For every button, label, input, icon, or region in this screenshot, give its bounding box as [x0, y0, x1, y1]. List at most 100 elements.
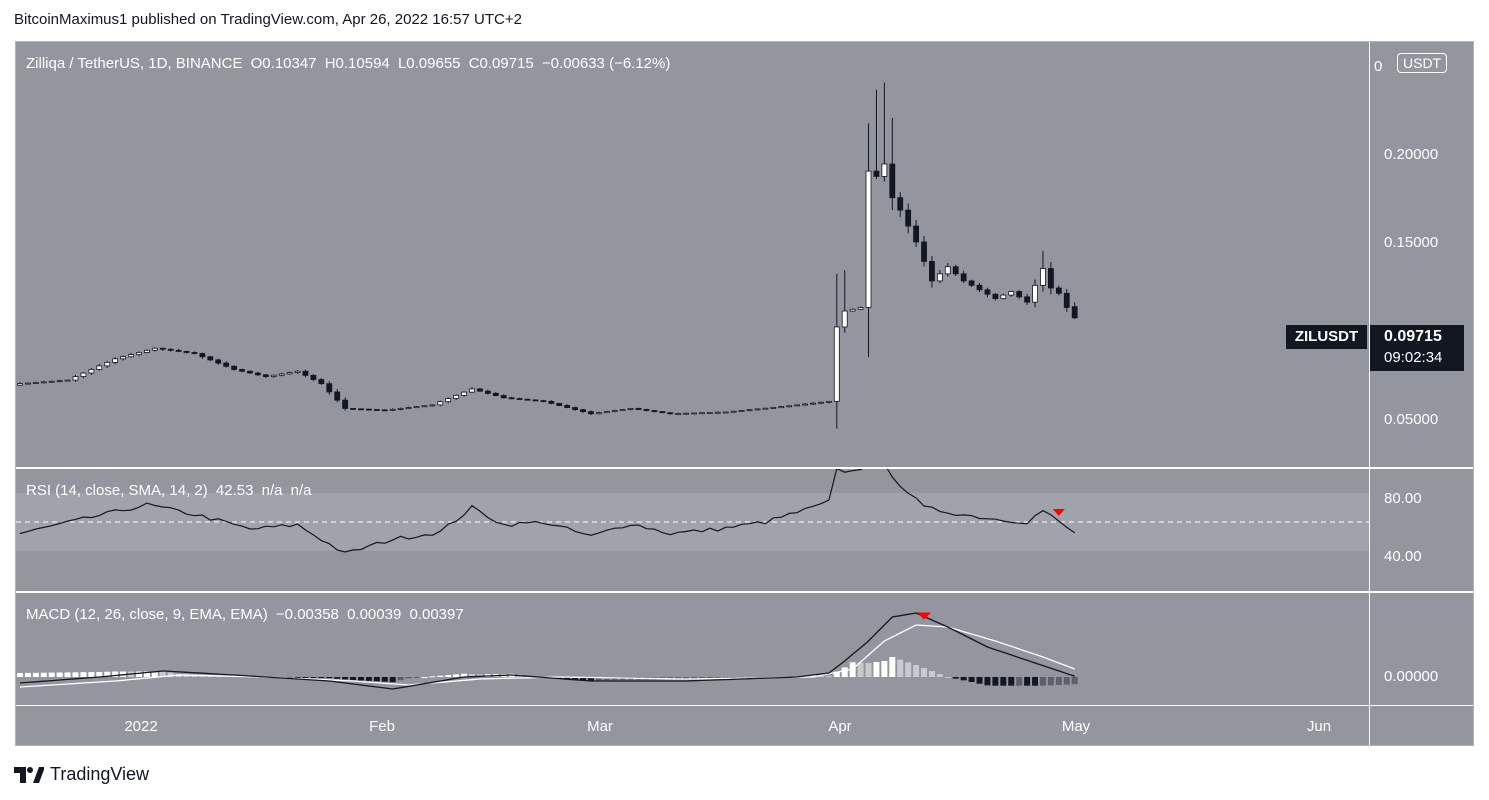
macd-histogram-bar	[469, 674, 476, 677]
macd-histogram-bar	[104, 671, 111, 677]
macd-histogram-bar	[992, 677, 999, 686]
candle-body	[508, 397, 515, 400]
candle-body	[913, 225, 919, 243]
candle-body	[278, 373, 285, 376]
candle-body	[683, 412, 690, 415]
macd-histogram-bar	[397, 677, 404, 681]
candle-body	[437, 401, 444, 406]
rsi-line	[19, 469, 1076, 553]
legend-change: −0.00633 (−6.12%)	[541, 55, 671, 72]
candle-body	[738, 410, 745, 412]
macd-histogram-bar	[722, 677, 729, 679]
macd-pane[interactable]: MACD (12, 26, close, 9, EMA, EMA) −0.003…	[16, 593, 1369, 705]
macd-histogram-bar	[167, 672, 174, 677]
macd-legend-title: MACD (12, 26, close, 9, EMA, EMA)	[26, 606, 268, 623]
macd-bearish-cross-marker	[917, 612, 932, 620]
candle-body	[936, 273, 943, 282]
symbol-price-label: ZILUSDT	[1286, 325, 1367, 349]
rsi-pane[interactable]: RSI (14, close, SMA, 14, 2) 42.53 n/a n/…	[16, 469, 1369, 591]
macd-histogram-bar	[413, 677, 420, 678]
price-legend: Zilliqa / TetherUS, 1D, BINANCE O0.10347…	[26, 55, 674, 72]
candle-body	[413, 406, 420, 409]
rsi-axis[interactable]: 80.00 40.00	[1370, 469, 1473, 591]
price-pane[interactable]: Zilliqa / TetherUS, 1D, BINANCE O0.10347…	[16, 42, 1369, 467]
candle-body	[40, 381, 47, 384]
candle-body	[294, 370, 301, 373]
macd-axis[interactable]: 0.00000	[1370, 593, 1473, 705]
price-axis[interactable]: 0 USDT 0.20000 0.15000 0.05000	[1370, 42, 1473, 467]
candle-body	[104, 361, 111, 367]
candle-body	[421, 405, 428, 408]
candle-body	[881, 163, 888, 177]
candle-body	[286, 372, 293, 375]
price-tick: 0.20000	[1384, 146, 1439, 163]
macd-histogram-bar	[40, 672, 47, 677]
candle-body	[342, 399, 349, 409]
macd-histogram-bar	[143, 671, 150, 677]
macd-histogram-bar	[1024, 677, 1031, 686]
macd-histogram-bar	[960, 677, 967, 681]
macd-histogram-bar	[968, 677, 975, 682]
candle-body	[1000, 294, 1007, 300]
candle-body	[968, 280, 975, 286]
candle-body	[611, 410, 618, 413]
candle-body	[556, 403, 563, 406]
candle-body	[802, 403, 808, 406]
candle-body	[1071, 306, 1078, 319]
candle-body	[334, 391, 341, 401]
last-price-value: 0.09715	[1384, 328, 1442, 345]
macd-histogram-bar	[810, 675, 816, 677]
macd-histogram-bar	[461, 673, 468, 677]
macd-histogram-bar	[849, 662, 856, 677]
time-axis[interactable]: 2022 Feb Mar Apr May Jun	[16, 706, 1369, 745]
candle-body	[960, 273, 967, 282]
candle-body	[984, 289, 991, 295]
macd-histogram-bar	[572, 677, 579, 680]
macd-histogram-bar	[365, 677, 372, 681]
candle-body	[159, 347, 166, 350]
candle-body	[722, 411, 729, 414]
candle-body	[699, 412, 705, 415]
candle-body	[56, 380, 63, 383]
macd-histogram-bar	[135, 671, 142, 677]
candle-body	[643, 409, 650, 411]
macd-histogram-bar	[294, 677, 301, 678]
candle-body	[302, 370, 309, 376]
candle-body	[500, 395, 507, 399]
macd-histogram-bar	[429, 676, 436, 678]
candle-body	[952, 266, 959, 275]
candle-body	[714, 411, 721, 414]
candle-body	[588, 411, 594, 415]
candle-body	[778, 406, 785, 409]
currency-unit-button[interactable]: USDT	[1397, 53, 1448, 73]
rsi-legend-v2: n/a	[261, 482, 283, 499]
rsi-tick: 80.00	[1384, 490, 1422, 507]
candle-body	[921, 241, 927, 262]
macd-histogram-bar	[603, 677, 610, 681]
macd-histogram-bar	[389, 677, 396, 683]
macd-histogram-bar	[564, 677, 571, 680]
candle-body	[1016, 291, 1023, 298]
candle-body	[262, 374, 269, 377]
macd-histogram-bar	[453, 674, 460, 677]
candle-body	[231, 365, 238, 370]
macd-histogram-bar	[857, 662, 864, 677]
macd-histogram-bar	[897, 659, 904, 677]
candle-body	[405, 407, 412, 409]
candle-body	[516, 398, 523, 400]
price-tick: 0.05000	[1384, 411, 1439, 428]
x-tick: 2022	[124, 718, 158, 735]
macd-line	[19, 612, 1075, 690]
macd-histogram-bar	[556, 677, 563, 679]
candle-body	[810, 402, 816, 405]
macd-histogram-bar	[445, 675, 452, 677]
candle-body	[849, 308, 856, 312]
rsi-plot	[16, 469, 1369, 553]
candle-body	[318, 379, 325, 385]
candle-body	[833, 326, 840, 402]
macd-histogram-bar	[326, 677, 333, 679]
candle-body	[429, 404, 436, 407]
footer-brand[interactable]: TradingView	[14, 764, 149, 785]
candle-body	[128, 354, 134, 358]
candle-body	[445, 398, 452, 403]
